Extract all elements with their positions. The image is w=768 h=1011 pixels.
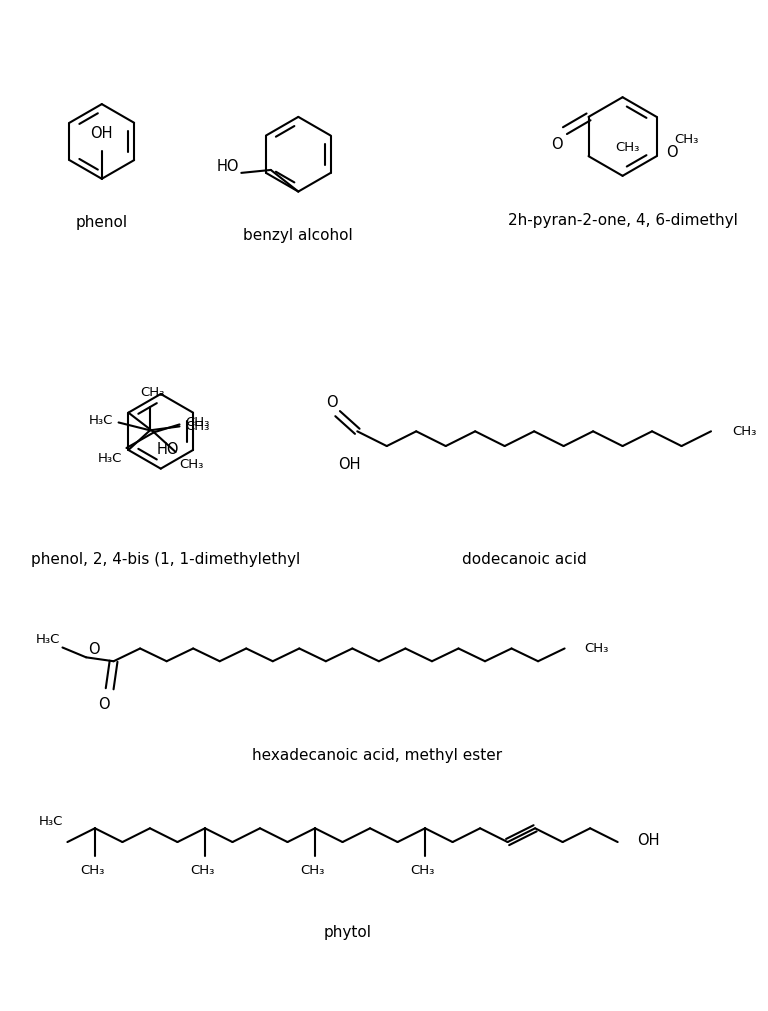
Text: CH₃: CH₃ <box>80 863 104 877</box>
Text: HO: HO <box>157 443 179 458</box>
Text: benzyl alcohol: benzyl alcohol <box>243 228 353 244</box>
Text: H₃C: H₃C <box>39 815 64 828</box>
Text: OH: OH <box>91 126 113 142</box>
Text: phenol: phenol <box>76 215 127 231</box>
Text: dodecanoic acid: dodecanoic acid <box>462 552 587 566</box>
Text: CH₃: CH₃ <box>185 416 210 429</box>
Text: CH₃: CH₃ <box>584 642 608 655</box>
Text: CH₃: CH₃ <box>410 863 435 877</box>
Text: CH₃: CH₃ <box>180 458 204 471</box>
Text: hexadecanoic acid, methyl ester: hexadecanoic acid, methyl ester <box>252 748 502 763</box>
Text: O: O <box>551 136 563 152</box>
Text: CH₃: CH₃ <box>300 863 324 877</box>
Text: CH₃: CH₃ <box>615 142 640 155</box>
Text: phytol: phytol <box>323 925 372 940</box>
Text: O: O <box>667 145 678 160</box>
Text: CH₃: CH₃ <box>733 425 757 438</box>
Text: O: O <box>98 697 110 712</box>
Text: H₃C: H₃C <box>36 633 61 645</box>
Text: OH: OH <box>338 457 361 472</box>
Text: phenol, 2, 4-bis (1, 1-dimethylethyl: phenol, 2, 4-bis (1, 1-dimethylethyl <box>31 552 300 566</box>
Text: CH₃: CH₃ <box>185 420 210 433</box>
Text: H₃C: H₃C <box>98 452 123 465</box>
Text: O: O <box>326 394 337 409</box>
Text: HO: HO <box>217 160 240 175</box>
Text: H₃C: H₃C <box>88 413 113 427</box>
Text: O: O <box>88 642 100 657</box>
Text: CH₃: CH₃ <box>190 863 214 877</box>
Text: 2h-pyran-2-one, 4, 6-dimethyl: 2h-pyran-2-one, 4, 6-dimethyl <box>508 212 737 227</box>
Text: CH₃: CH₃ <box>674 132 699 146</box>
Text: OH: OH <box>637 833 660 847</box>
Text: CH₃: CH₃ <box>140 386 164 399</box>
